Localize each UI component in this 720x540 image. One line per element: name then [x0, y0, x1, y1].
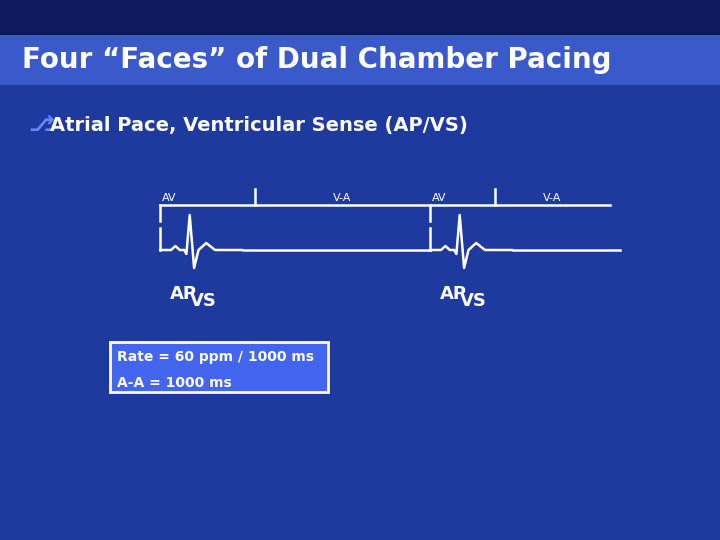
Text: ⎇: ⎇ — [28, 115, 53, 135]
Text: AP: AP — [440, 285, 467, 303]
Text: AP: AP — [170, 285, 197, 303]
Text: V-A: V-A — [544, 193, 562, 203]
FancyBboxPatch shape — [110, 342, 328, 392]
Text: Four “Faces” of Dual Chamber Pacing: Four “Faces” of Dual Chamber Pacing — [22, 46, 611, 74]
Text: AV: AV — [432, 193, 446, 203]
Bar — [0, 85, 720, 540]
Text: A-A = 1000 ms: A-A = 1000 ms — [117, 376, 232, 390]
Text: Rate = 60 ppm / 1000 ms: Rate = 60 ppm / 1000 ms — [117, 350, 314, 364]
Bar — [0, 0, 720, 35]
Text: VS: VS — [460, 292, 487, 310]
Text: V-A: V-A — [333, 193, 351, 203]
Text: VS: VS — [190, 292, 217, 310]
Bar — [0, 35, 720, 85]
Text: AV: AV — [162, 193, 176, 203]
Text: Atrial Pace, Ventricular Sense (AP/VS): Atrial Pace, Ventricular Sense (AP/VS) — [50, 116, 468, 134]
